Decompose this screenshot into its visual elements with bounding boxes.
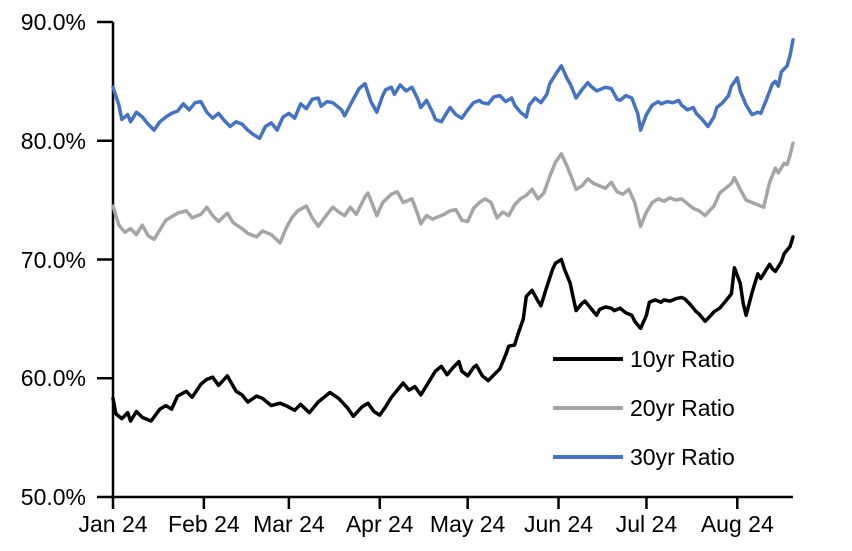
x-axis-tick-label: Aug 24 bbox=[700, 511, 774, 537]
y-axis-tick-label: 70.0% bbox=[20, 246, 86, 273]
x-axis-tick-label: May 24 bbox=[429, 511, 506, 537]
x-axis-tick-label: Mar 24 bbox=[253, 511, 325, 537]
series-line-30yr-ratio bbox=[111, 38, 795, 141]
legend-label: 30yr Ratio bbox=[630, 444, 735, 470]
x-axis-tick-label: Apr 24 bbox=[345, 511, 414, 537]
x-axis-tick-label: Feb 24 bbox=[168, 511, 240, 537]
x-axis-tick-label: Jan 24 bbox=[78, 511, 148, 537]
x-axis-tick-label: Jul 24 bbox=[615, 511, 678, 537]
y-axis-tick-label: 50.0% bbox=[20, 484, 86, 510]
chart-legend: 10yr Ratio 20yr Ratio 30yr Ratio bbox=[553, 344, 793, 491]
y-axis-tick-label: 60.0% bbox=[20, 365, 86, 392]
legend-label: 20yr Ratio bbox=[630, 395, 735, 421]
legend-item-20yr: 20yr Ratio bbox=[553, 393, 793, 442]
series-line-20yr-ratio bbox=[111, 141, 795, 245]
y-axis-tick-label: 80.0% bbox=[20, 127, 86, 154]
legend-line-swatch-10yr bbox=[553, 357, 623, 361]
legend-line-swatch-30yr bbox=[553, 455, 623, 459]
x-axis-tick-label: Jun 24 bbox=[523, 511, 594, 537]
legend-item-10yr: 10yr Ratio bbox=[553, 344, 793, 393]
legend-label: 10yr Ratio bbox=[630, 346, 735, 372]
y-axis-tick-label: 90.0% bbox=[20, 9, 86, 35]
series-line-10yr-ratio bbox=[111, 235, 795, 423]
legend-line-swatch-20yr bbox=[553, 406, 623, 410]
legend-item-30yr: 30yr Ratio bbox=[553, 442, 793, 491]
